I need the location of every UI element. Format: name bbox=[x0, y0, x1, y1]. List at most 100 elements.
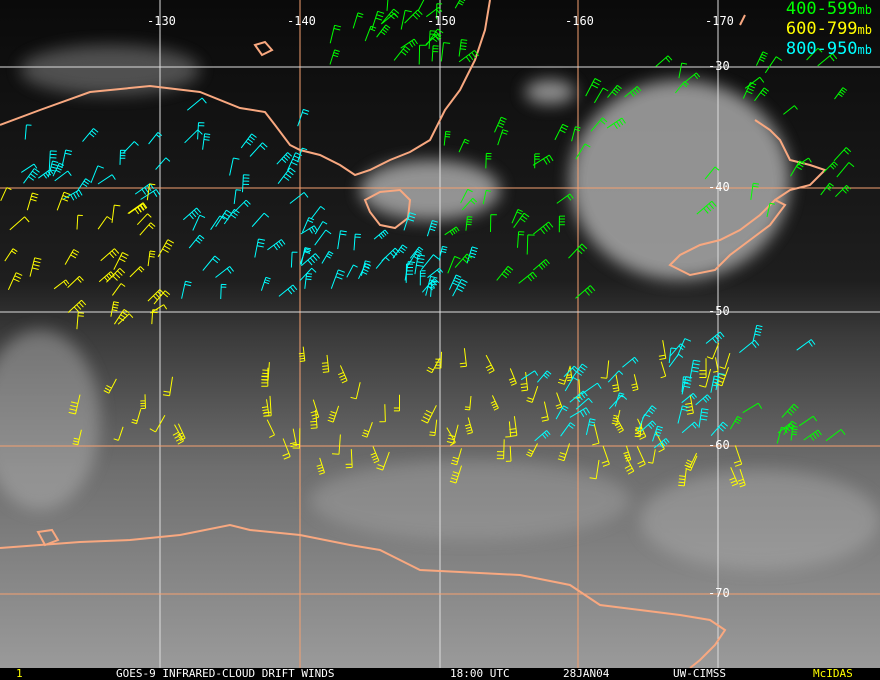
wind-barb bbox=[414, 254, 425, 275]
legend-unit: mb bbox=[857, 43, 872, 57]
wind-barb bbox=[76, 178, 91, 193]
wind-barb bbox=[571, 126, 581, 142]
wind-barb bbox=[419, 270, 426, 286]
wind-barb bbox=[409, 246, 424, 259]
wind-barb bbox=[140, 394, 146, 410]
wind-barb bbox=[636, 446, 646, 468]
wind-barb bbox=[634, 420, 643, 438]
wind-barb bbox=[622, 356, 639, 368]
wind-barb bbox=[458, 138, 470, 153]
source-label: UW-CIMSS bbox=[673, 667, 726, 680]
wind-barb bbox=[146, 183, 156, 201]
wind-barb bbox=[589, 459, 600, 480]
wind-barb bbox=[744, 76, 765, 89]
wind-barb bbox=[447, 255, 461, 274]
wind-barb bbox=[689, 359, 701, 380]
wind-barb bbox=[352, 12, 364, 29]
wind-barb bbox=[425, 7, 443, 18]
wind-barb bbox=[380, 8, 400, 25]
lon-label: -140 bbox=[287, 14, 316, 28]
wind-barb bbox=[634, 418, 647, 440]
wind-barb bbox=[698, 408, 709, 428]
wind-barb bbox=[557, 443, 570, 462]
lon-label: -130 bbox=[147, 14, 176, 28]
wind-barb bbox=[755, 51, 768, 66]
wind-barb bbox=[783, 105, 798, 115]
wind-barb bbox=[4, 248, 18, 262]
wind-barb bbox=[566, 365, 573, 382]
wind-barb bbox=[404, 261, 416, 281]
wind-barb bbox=[267, 239, 286, 251]
wind-barb bbox=[443, 131, 451, 146]
wind-barb bbox=[446, 424, 459, 444]
wind-barb bbox=[426, 358, 441, 374]
lat-label: -70 bbox=[708, 586, 730, 600]
wind-barb bbox=[533, 221, 554, 235]
wind-barb bbox=[300, 253, 320, 267]
wind-barb bbox=[534, 430, 551, 442]
wind-barb bbox=[23, 168, 40, 184]
wind-barb bbox=[737, 469, 746, 488]
wind-barb bbox=[537, 370, 552, 383]
wind-barb bbox=[706, 343, 720, 360]
wind-barb bbox=[710, 421, 729, 437]
wind-barb bbox=[505, 421, 512, 438]
wind-barb bbox=[111, 204, 121, 223]
wind-barb bbox=[466, 246, 478, 264]
wind-barb bbox=[197, 122, 205, 140]
wind-barb bbox=[719, 352, 731, 370]
wind-barb bbox=[329, 49, 340, 65]
cloud-cover bbox=[0, 45, 880, 570]
wind-barb bbox=[496, 265, 514, 281]
wind-barb bbox=[76, 214, 83, 230]
wind-barb bbox=[131, 409, 142, 425]
wind-barb bbox=[532, 259, 550, 271]
wind-barb bbox=[710, 375, 721, 393]
wind-barb bbox=[652, 425, 663, 442]
wind-barb bbox=[379, 404, 386, 423]
wind-barb bbox=[426, 220, 438, 237]
wind-barb bbox=[600, 360, 610, 379]
coastline-antarctica-island bbox=[36, 528, 60, 547]
wind-barb bbox=[623, 445, 632, 462]
wind-barb bbox=[300, 225, 318, 235]
wind-barb bbox=[655, 55, 673, 67]
wind-barb bbox=[482, 189, 491, 205]
wind-barb bbox=[129, 266, 145, 278]
wind-barb bbox=[564, 377, 579, 392]
wind-barb bbox=[485, 354, 495, 374]
wind-barb bbox=[277, 167, 296, 185]
wind-barb bbox=[186, 97, 207, 111]
wind-barb bbox=[438, 245, 448, 261]
wind-barb bbox=[290, 251, 298, 268]
wind-barb bbox=[569, 407, 591, 418]
wind-barb bbox=[321, 354, 330, 373]
wind-barb bbox=[21, 163, 38, 173]
wind-barb bbox=[452, 278, 468, 297]
wind-barb bbox=[511, 209, 523, 224]
wind-barb bbox=[429, 419, 438, 436]
wind-barb bbox=[181, 280, 192, 299]
wind-barb bbox=[297, 147, 308, 163]
wind-barb bbox=[338, 365, 348, 384]
wind-barb bbox=[454, 253, 473, 268]
wind-barb bbox=[233, 189, 242, 204]
wind-barb bbox=[715, 367, 729, 387]
wind-barb bbox=[147, 250, 156, 267]
wind-barb bbox=[0, 187, 12, 202]
wind-barb bbox=[823, 161, 838, 173]
wind-barb bbox=[331, 434, 341, 455]
wind-barb bbox=[392, 244, 408, 259]
wind-barb bbox=[147, 289, 165, 302]
wind-barb bbox=[678, 62, 688, 79]
wind-barb bbox=[534, 153, 540, 169]
coastline-australia bbox=[0, 0, 491, 177]
wind-barb bbox=[526, 386, 539, 403]
wind-barb bbox=[592, 423, 600, 446]
wind-barb bbox=[56, 191, 71, 211]
wind-barb bbox=[783, 420, 797, 436]
wind-barb bbox=[496, 439, 505, 460]
wind-barb bbox=[444, 226, 460, 236]
coastline-new-zealand-north bbox=[739, 14, 827, 201]
wind-barb bbox=[460, 188, 473, 204]
